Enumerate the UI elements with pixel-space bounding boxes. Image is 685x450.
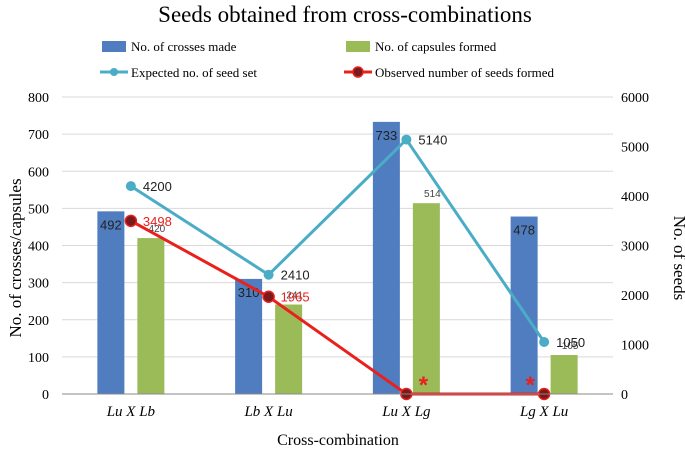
y-tick-right: 5000 [621,141,649,156]
line-label-expected: 2410 [281,268,310,283]
point-expected [539,337,550,348]
y-tick-left: 400 [28,240,49,255]
y-axis-left-label: No. of crosses/capsules [6,178,25,337]
bar-capsules [137,238,165,394]
legend-marker-expected [110,68,118,76]
legend-swatch-capsules [346,41,370,52]
asterisk-annotation: * [525,372,535,399]
bar-crosses [235,278,263,394]
bar-label-crosses: 492 [100,217,122,232]
bar-label-capsules: 514 [424,189,441,200]
legend-swatch-crosses [102,41,126,52]
y-tick-left: 0 [42,388,49,403]
legend: No. of crosses made No. of capsules form… [100,39,555,80]
y-tick-left: 800 [28,91,49,106]
y-tick-right: 4000 [621,190,649,205]
bar-crosses [372,121,400,394]
point-expected [263,269,274,280]
bar-capsules [550,355,578,394]
y-axis-right-ticks: 0 1000 2000 3000 4000 5000 6000 [621,91,649,403]
line-label-expected: 5140 [418,133,447,148]
bar-capsules [412,203,440,394]
lines [124,134,551,401]
legend-label-crosses: No. of crosses made [131,39,237,54]
y-tick-left: 100 [28,351,49,366]
y-tick-right: 2000 [621,289,649,304]
y-tick-left: 300 [28,277,49,292]
bar-label-capsules: 420 [149,224,166,235]
y-tick-left: 700 [28,128,49,143]
x-tick-label: Lb X Lu [243,404,292,420]
bar-label-crosses: 478 [513,223,535,238]
legend-label-expected: Expected no. of seed set [131,65,257,80]
line-expected [130,137,546,343]
y-tick-left: 200 [28,314,49,329]
y-axis-right-label: No. of seeds [670,216,685,301]
legend-marker-observed [352,66,364,78]
x-tick-label: Lu X Lg [381,404,431,420]
line-observed [130,219,545,396]
legend-label-capsules: No. of capsules formed [375,39,497,54]
point-expected [401,134,412,145]
y-tick-right: 0 [621,388,628,403]
y-tick-left: 600 [28,165,49,180]
y-tick-right: 6000 [621,91,649,106]
annotations: * * [419,372,536,399]
point-observed [262,290,275,303]
y-axis-left-ticks: 0 100 200 300 400 500 600 700 800 [28,91,49,403]
bar-label-capsules: 105 [562,341,579,352]
line-label-observed: 1965 [281,290,310,305]
bar-capsules [275,304,303,394]
y-tick-right: 3000 [621,240,649,255]
y-tick-left: 500 [28,202,49,217]
bars [97,121,578,394]
line-label-observed: 3498 [143,214,172,229]
asterisk-annotation: * [419,372,429,399]
y-tick-right: 1000 [621,339,649,354]
line-labels: 4200 2410 5140 1050 3498 1965 [143,133,585,350]
x-tick-label: Lg X Lu [519,404,568,420]
point-expected [125,181,136,192]
legend-label-observed: Observed number of seeds formed [375,65,555,80]
x-axis-categories: Lu X Lb Lb X Lu Lu X Lg Lg X Lu [106,404,569,420]
chart-title: Seeds obtained from cross-combinations [158,2,532,27]
line-label-expected: 1050 [556,335,585,350]
bar-label-crosses: 733 [376,128,398,143]
bar-label-capsules: 241 [286,291,303,302]
line-label-expected: 4200 [143,179,172,194]
x-axis-label: Cross-combination [277,432,399,449]
bar-crosses [97,211,125,394]
point-observed [124,214,138,228]
x-tick-label: Lu X Lb [106,404,156,420]
bar-crosses [510,216,538,394]
